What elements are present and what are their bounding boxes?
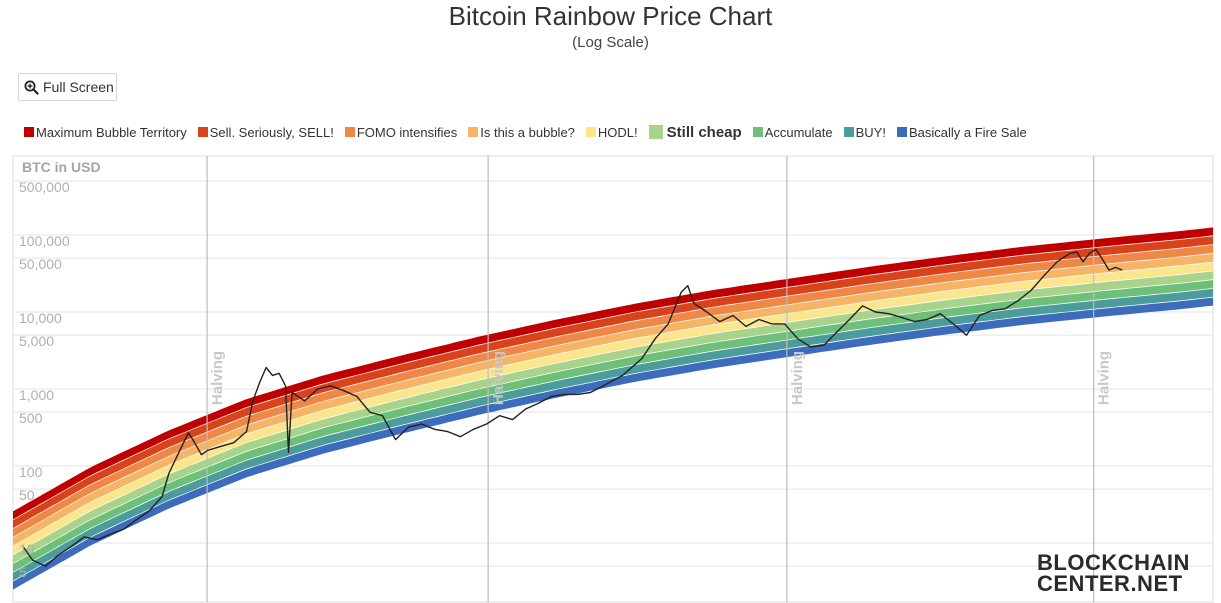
- y-tick-label: 500,000: [19, 179, 70, 195]
- legend-label: Accumulate: [764, 124, 833, 140]
- chart-subtitle: (Log Scale): [572, 34, 649, 51]
- legend-label: FOMO intensifies: [356, 124, 458, 140]
- halving-label: Halving: [490, 351, 507, 405]
- y-tick-label: 5,000: [19, 333, 54, 349]
- legend-item[interactable]: Sell. Seriously, SELL!: [197, 124, 334, 140]
- legend-swatch: [197, 127, 208, 137]
- y-tick-label: 5: [19, 564, 27, 580]
- y-tick-label: 100: [19, 464, 43, 480]
- legend-item[interactable]: Maximum Bubble Territory: [24, 125, 187, 140]
- legend-item[interactable]: Basically a Fire Sale: [896, 124, 1027, 140]
- plot-area: [12, 155, 1214, 603]
- legend-label: Is this a bubble?: [480, 124, 575, 140]
- price-line: [22, 248, 1123, 567]
- chart-legend: Maximum Bubble Territory Sell. Seriously,…: [24, 121, 1038, 143]
- legend-swatch: [648, 125, 663, 139]
- full-screen-label: Full Screen: [43, 79, 114, 95]
- legend-swatch: [752, 127, 763, 137]
- halving-label: Halving: [209, 351, 226, 405]
- y-tick-label: 1,000: [19, 387, 54, 403]
- chart-title: Bitcoin Rainbow Price Chart: [448, 1, 773, 31]
- legend-label: Maximum Bubble Territory: [36, 124, 187, 140]
- logo-line-1: BLOCKCHAIN: [1037, 550, 1190, 575]
- legend-swatch: [896, 127, 907, 137]
- y-tick-label: 50,000: [19, 256, 62, 272]
- y-tick-label: 10,000: [19, 310, 62, 326]
- legend-label: Basically a Fire Sale: [908, 124, 1027, 140]
- legend-item[interactable]: FOMO intensifies: [344, 124, 458, 140]
- logo-line-2: CENTER.NET: [1037, 571, 1183, 596]
- y-tick-label: 100,000: [19, 233, 70, 249]
- legend-label: HODL!: [597, 124, 638, 140]
- legend-swatch: [843, 127, 854, 137]
- legend-item[interactable]: Accumulate: [752, 124, 833, 140]
- y-tick-label: 50: [19, 487, 35, 503]
- halving-label: Halving: [1096, 351, 1113, 405]
- legend-item[interactable]: Is this a bubble?: [468, 125, 575, 140]
- y-tick-label: 10: [19, 541, 35, 557]
- halving-label: Halving: [789, 351, 806, 405]
- legend-swatch: [344, 127, 355, 137]
- legend-item[interactable]: HODL!: [585, 124, 638, 140]
- magnifier-plus-icon: [24, 80, 39, 95]
- y-axis-title: BTC in USD: [22, 159, 101, 175]
- legend-item[interactable]: BUY!: [843, 124, 886, 140]
- legend-swatch: [24, 127, 34, 137]
- rainbow-chart: Halving Halving Halving Halving 500,000 100,0…: [12, 155, 1214, 603]
- legend-label: Sell. Seriously, SELL!: [209, 124, 334, 140]
- rainbow-bands: [13, 227, 1213, 590]
- blockchaincenter-logo: BLOCKCHAIN CENTER.NET: [1037, 550, 1190, 596]
- y-tick-label: 500: [19, 410, 43, 426]
- legend-item[interactable]: Still cheap: [648, 123, 742, 141]
- legend-label: BUY!: [855, 124, 886, 140]
- legend-swatch: [468, 127, 479, 137]
- legend-label: Still cheap: [666, 123, 742, 141]
- full-screen-button[interactable]: Full Screen: [18, 73, 117, 101]
- legend-swatch: [585, 127, 596, 137]
